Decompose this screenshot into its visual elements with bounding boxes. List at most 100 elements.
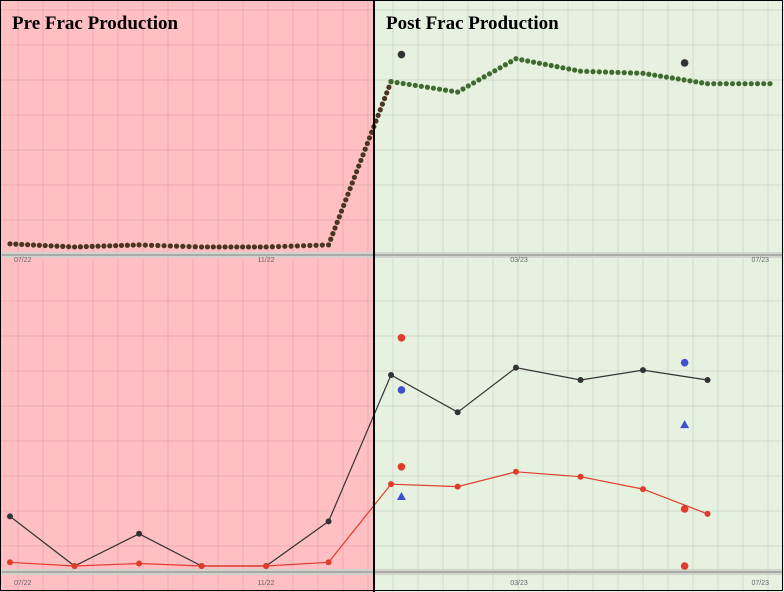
- post-curve-point: [430, 85, 437, 91]
- pre-curve-point: [356, 163, 362, 169]
- post-curve-point: [652, 72, 658, 78]
- pre-curve-point: [101, 243, 107, 249]
- post-curve-point: [761, 81, 767, 87]
- pre-curve-point: [276, 243, 282, 250]
- post-curve-point: [442, 87, 449, 93]
- post-curve-point: [481, 74, 487, 80]
- pre-curve-point: [95, 243, 101, 249]
- pre-curve-point: [375, 112, 381, 118]
- red-dots-point: [397, 463, 406, 471]
- post-curve-point: [497, 65, 503, 71]
- pre-curve-point: [60, 243, 66, 249]
- post-curve-point: [723, 81, 729, 87]
- red-line-point: [639, 486, 646, 493]
- black-line-point: [325, 518, 332, 525]
- pre-curve-point: [325, 242, 332, 248]
- pre-curve-point: [351, 174, 358, 180]
- pre-curve-point: [366, 135, 373, 141]
- post-curve-point: [602, 69, 609, 75]
- red-dots-point: [397, 334, 406, 342]
- red-line-point: [7, 559, 13, 566]
- scrollbars: [2, 252, 782, 575]
- pre-curve-point: [186, 243, 192, 250]
- pre-curve-point: [345, 191, 351, 197]
- pre-curve-point: [360, 152, 366, 158]
- post-curve-point: [476, 77, 482, 83]
- post-curve-point: [525, 58, 531, 64]
- post-curve-point: [596, 69, 602, 75]
- post-curve-point: [519, 57, 525, 63]
- post-curve-point: [621, 70, 627, 76]
- red-line-point: [325, 559, 332, 566]
- black-line-point: [7, 513, 13, 520]
- post-curve-point: [615, 69, 621, 76]
- black-line-point: [388, 372, 395, 379]
- pre-curve-point: [288, 243, 294, 249]
- pre-curve-point: [222, 244, 228, 250]
- red-dots-point: [680, 562, 689, 570]
- post-curve-point: [449, 88, 455, 94]
- pre-curve-point: [77, 244, 84, 250]
- pre-curve-point: [319, 242, 325, 248]
- pre-curve-point: [30, 242, 37, 248]
- pre-curve-point: [379, 101, 386, 107]
- post-curve-point: [663, 74, 670, 80]
- post-curve-point: [767, 81, 773, 87]
- pre-curve-point: [228, 244, 234, 250]
- post-curve-point: [412, 82, 418, 88]
- post-curve-point: [681, 77, 687, 83]
- blue-triangles-point: [396, 492, 406, 501]
- pre-curve-point: [245, 244, 252, 250]
- red-line: [9, 471, 708, 567]
- pre-frac-title: Pre Frac Production: [12, 13, 178, 34]
- red-line-point: [198, 563, 205, 569]
- post-curve-point: [566, 66, 572, 72]
- post-curve-point: [502, 62, 508, 68]
- pre-curve-point: [19, 241, 25, 248]
- black-line-point: [577, 377, 584, 383]
- post-curve-point: [418, 83, 424, 89]
- post-curve-point: [669, 75, 675, 81]
- pre-curve-point: [330, 231, 336, 237]
- post-curve-point: [492, 68, 498, 74]
- pre-curve-point: [210, 244, 216, 250]
- x-tick-label: 07/22: [14, 257, 32, 264]
- pre-curve-point: [353, 169, 360, 175]
- pre-curve-point: [341, 202, 347, 209]
- pre-curve-point: [198, 244, 205, 250]
- x-tick-label: 07/23: [751, 257, 769, 264]
- post-curve-point: [693, 79, 699, 85]
- post-curve-point: [436, 86, 443, 92]
- x-tick-label: 07/22: [14, 580, 32, 587]
- post-curve-point: [455, 89, 461, 95]
- post-curve-point: [736, 81, 742, 87]
- pre-curve-point: [83, 243, 89, 250]
- post-curve-point: [699, 80, 705, 86]
- black-line-point: [639, 367, 646, 374]
- pre-curve-point: [282, 243, 288, 249]
- pre-frac-panel: [0, 0, 374, 592]
- x-tick-label: 07/23: [751, 580, 769, 587]
- pre-curve-point: [216, 244, 222, 250]
- post-curve-point: [424, 84, 430, 90]
- pre-curve-point: [173, 243, 180, 249]
- post-curve-point: [406, 81, 412, 88]
- red-line-point: [704, 510, 711, 517]
- pre-curve-point: [192, 244, 198, 250]
- post-curve-point: [577, 68, 584, 74]
- post-curve-point: [675, 76, 681, 82]
- black-line-point: [704, 377, 711, 383]
- post-curve-point: [465, 83, 471, 89]
- pre-curve-point: [263, 244, 269, 250]
- pre-curve-point: [369, 129, 375, 135]
- x-tick-label: 03/23: [510, 580, 528, 587]
- post-curve-point: [400, 80, 406, 87]
- post-curve-point: [560, 65, 566, 71]
- post-frac-panel: [374, 0, 784, 592]
- pre-curve-point: [307, 242, 313, 249]
- pre-curve-point: [294, 243, 300, 249]
- top-scroll-track-thumb: [2, 254, 782, 256]
- pre-curve-point: [130, 242, 136, 248]
- post-curve-point: [584, 68, 590, 75]
